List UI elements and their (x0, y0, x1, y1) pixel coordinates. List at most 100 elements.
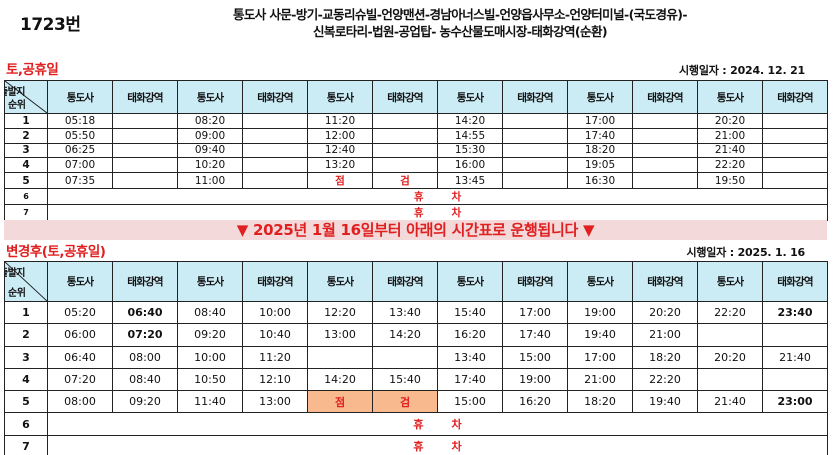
time-cell: 11:40 (177, 390, 243, 414)
time-cell (632, 172, 698, 190)
time-cell (242, 142, 308, 159)
table-row: 6 휴차 (4, 412, 828, 436)
time-cell: 10:00 (177, 345, 243, 369)
time-cell: 20:20 (632, 300, 698, 325)
new-timetable-body: 1 05:20 06:40 08:40 10:00 12:20 13:40 15:40 17:0… (4, 300, 828, 455)
schedule-change-notice: ▼ 2025년 1월 16일부터 아래의 시간표로 운행됩니다 ▼ (4, 220, 827, 240)
time-cell (762, 157, 828, 174)
stop-header: 태화강역 (372, 80, 438, 114)
time-cell (632, 142, 698, 159)
time-cell: 14:20 (437, 113, 503, 129)
time-cell (762, 172, 828, 190)
rank-cell: 3 (4, 345, 48, 369)
rank-cell: 1 (4, 113, 48, 129)
stop-header: 태화강역 (502, 261, 568, 302)
time-cell (112, 142, 178, 159)
old-timetable-body: 1 05:18 08:20 11:20 14:20 17:00 20:20 2 05:50 09:… (4, 113, 828, 222)
time-cell: 10:20 (177, 157, 243, 174)
time-cell: 14:20 (307, 367, 373, 392)
time-cell: 05:50 (47, 127, 113, 144)
time-cell: 06:00 (47, 323, 113, 347)
time-cell: 21:00 (697, 127, 763, 144)
table-row: 7 휴차 (4, 204, 828, 222)
table-row: 2 05:50 09:00 12:00 14:55 17:40 21:00 (4, 127, 828, 144)
rank-cell: 7 (4, 434, 48, 455)
time-cell: 14:20 (372, 323, 438, 347)
table-row: 3 06:40 08:00 10:00 11:20 13:40 15:00 17:00 18:2… (4, 345, 828, 369)
time-cell: 13:00 (242, 390, 308, 414)
stop-header: 통도사 (307, 80, 373, 114)
time-cell (502, 142, 568, 159)
corner-label-rank: 순위 (8, 100, 26, 111)
table-row: 3 06:25 09:40 12:40 15:30 18:20 21:40 (4, 142, 828, 159)
route-line-1: 통도사 사문-방기-교동리슈빌-언양맨션-경남아너스빌-언양읍사무소-언양터미널… (233, 7, 688, 22)
table-row: 2 06:00 07:20 09:20 10:40 13:00 14:20 16:20 17:4… (4, 323, 828, 347)
time-cell: 17:40 (567, 127, 633, 144)
time-cell: 19:40 (567, 323, 633, 347)
time-cell: 05:18 (47, 113, 113, 129)
time-cell (242, 172, 308, 190)
stop-header: 통도사 (437, 80, 503, 114)
time-cell: 09:20 (112, 390, 178, 414)
time-cell: 12:10 (242, 367, 308, 392)
time-cell: 17:00 (567, 113, 633, 129)
time-cell: 08:00 (112, 345, 178, 369)
new-header-row: 출발지 순위 통도사태화강역통도사태화강역통도사태화강역통도사태화강역통도사태화… (4, 261, 828, 302)
time-cell (697, 367, 763, 392)
time-cell: 18:20 (567, 142, 633, 159)
new-effective-date: 시행일자 : 2025. 1. 16 (686, 246, 805, 259)
time-cell: 19:00 (502, 367, 568, 392)
time-cell: 18:20 (567, 390, 633, 414)
time-cell (762, 323, 828, 347)
stop-header: 태화강역 (502, 80, 568, 114)
time-cell (632, 127, 698, 144)
time-cell: 18:20 (632, 345, 698, 369)
rank-cell: 4 (4, 367, 48, 392)
time-cell: 17:00 (502, 300, 568, 325)
closed-cell: 휴차 (47, 188, 828, 206)
time-cell: 19:00 (567, 300, 633, 325)
time-cell (632, 113, 698, 129)
stop-header: 통도사 (47, 261, 113, 302)
time-cell: 09:20 (177, 323, 243, 347)
time-cell (242, 113, 308, 129)
time-cell: 12:40 (307, 142, 373, 159)
time-cell (502, 157, 568, 174)
stop-header: 태화강역 (372, 261, 438, 302)
closed-cell: 휴차 (47, 204, 828, 222)
time-cell (242, 157, 308, 174)
old-effective-date: 시행일자 : 2024. 12. 21 (679, 64, 805, 77)
closed-cell: 휴차 (47, 434, 828, 455)
time-cell: 10:40 (242, 323, 308, 347)
time-cell (112, 127, 178, 144)
time-cell (632, 157, 698, 174)
time-cell (502, 127, 568, 144)
table-row: 6 휴차 (4, 188, 828, 206)
time-cell (112, 157, 178, 174)
time-cell (372, 345, 438, 369)
time-cell (762, 127, 828, 144)
time-cell (307, 345, 373, 369)
time-cell: 15:00 (502, 345, 568, 369)
time-cell: 17:00 (567, 345, 633, 369)
time-cell: 07:00 (47, 157, 113, 174)
time-cell: 13:00 (307, 323, 373, 347)
route-line-2: 신복로타리-법원-공업탑- 농수산물도매시장-태화강역(순환) (313, 24, 608, 39)
stop-header: 통도사 (177, 80, 243, 114)
new-timetable: 출발지 순위 통도사태화강역통도사태화강역통도사태화강역통도사태화강역통도사태화… (4, 261, 828, 455)
time-cell: 09:40 (177, 142, 243, 159)
rank-cell: 1 (4, 300, 48, 325)
table-row: 5 08:00 09:20 11:40 13:00 점 검 15:00 16:20 18:20 19… (4, 390, 828, 414)
time-cell: 11:20 (307, 113, 373, 129)
stop-header: 통도사 (437, 261, 503, 302)
time-cell (242, 127, 308, 144)
time-cell: 13:20 (307, 157, 373, 174)
time-cell: 16:00 (437, 157, 503, 174)
time-cell (762, 367, 828, 392)
table-row: 4 07:00 10:20 13:20 16:00 19:05 22:20 (4, 157, 828, 174)
time-cell (502, 113, 568, 129)
stop-header: 태화강역 (632, 261, 698, 302)
time-cell (762, 142, 828, 159)
route-description: 통도사 사문-방기-교동리슈빌-언양맨션-경남아너스빌-언양읍사무소-언양터미널… (160, 6, 760, 40)
time-cell (372, 127, 438, 144)
